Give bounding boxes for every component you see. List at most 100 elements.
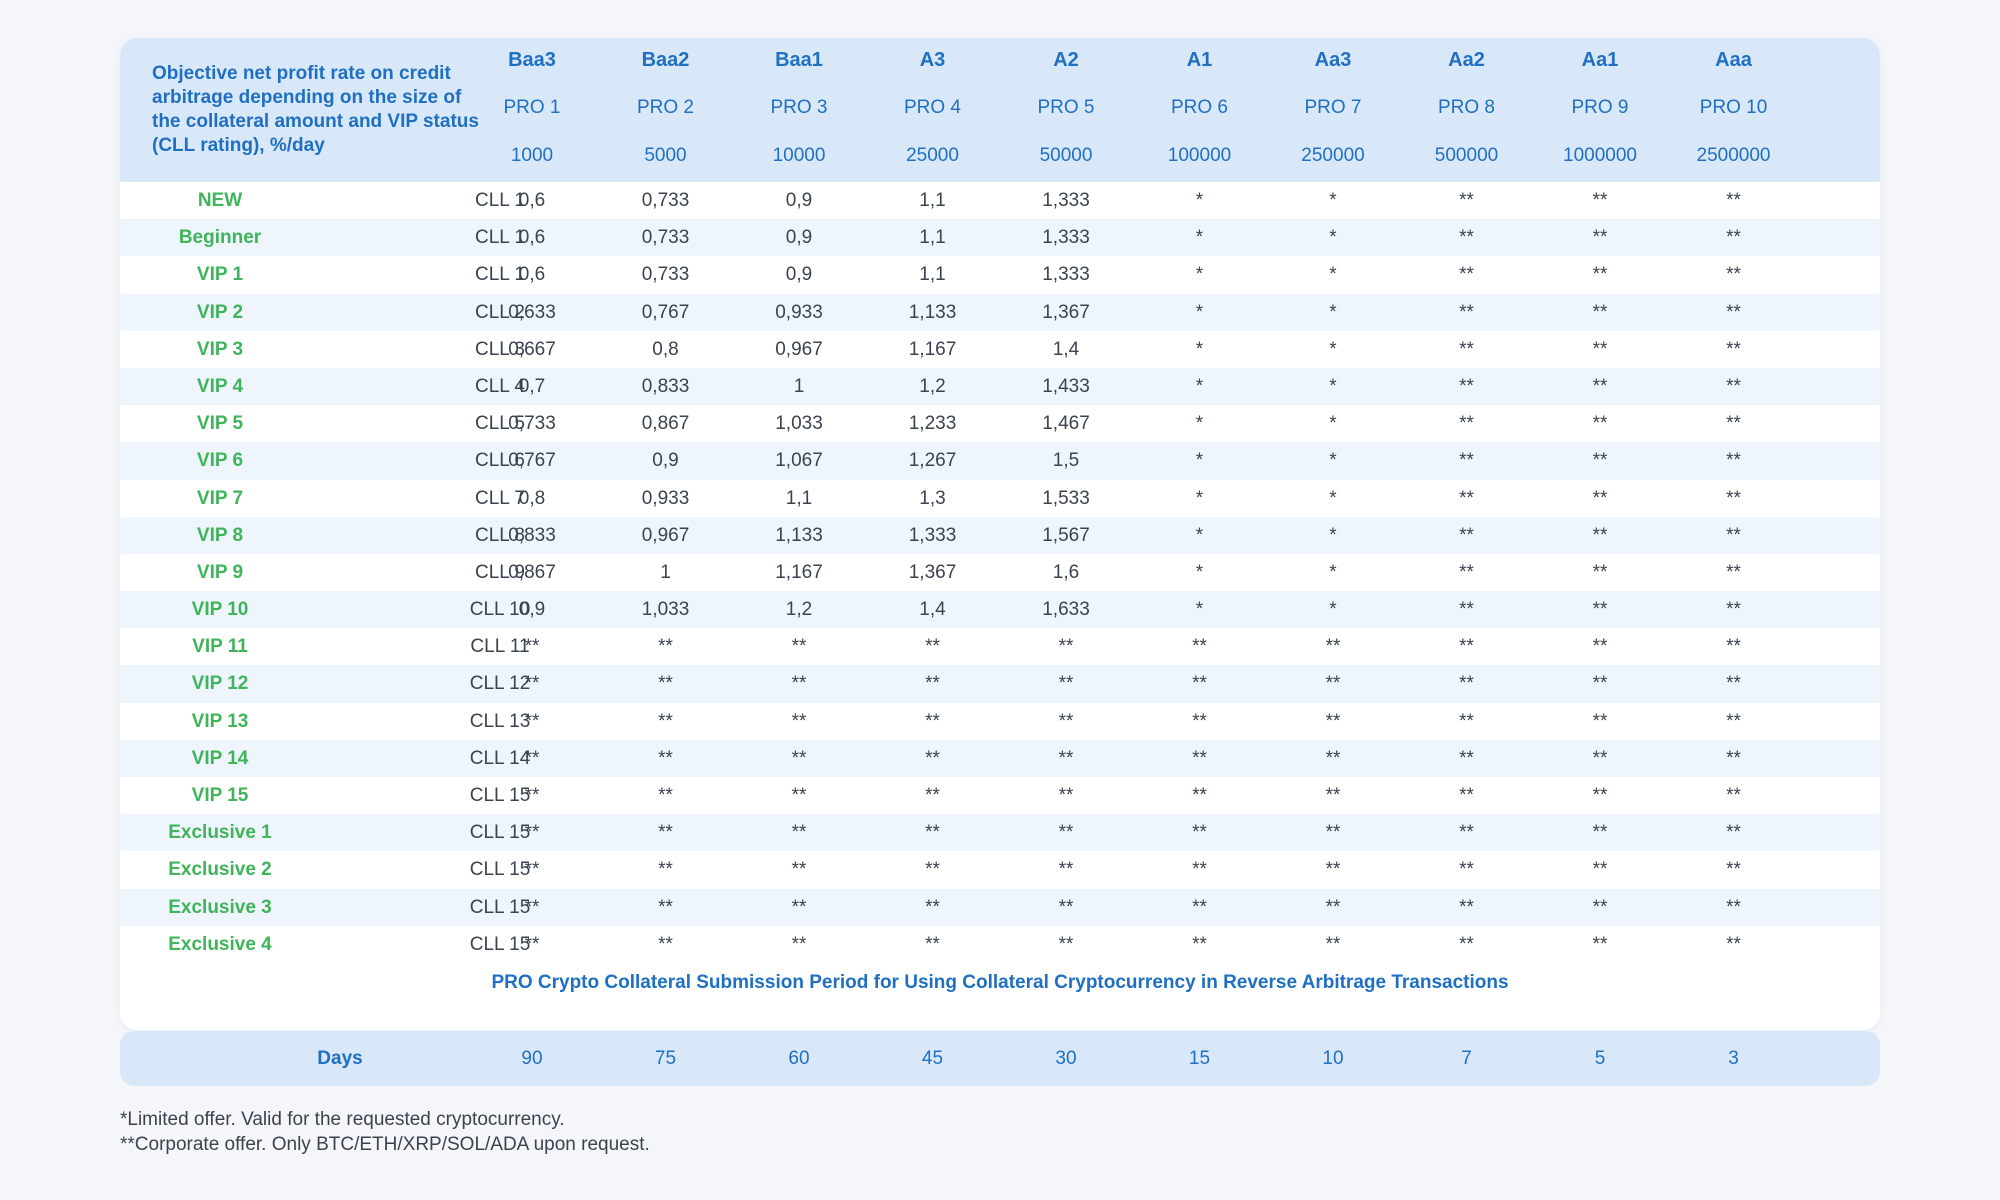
rate-cell: 1,3 <box>919 487 946 509</box>
days-value: 30 <box>1055 1048 1077 1069</box>
header-column: A2 PRO 5 50000 <box>998 38 1134 182</box>
rate-cell: 1 <box>660 561 671 583</box>
header-column: Aa1 PRO 9 1000000 <box>1532 38 1668 182</box>
vip-status: VIP 14 <box>191 747 249 769</box>
pro-level-label: PRO 9 <box>1571 97 1629 118</box>
cll-rating: CLL 9 <box>475 561 525 583</box>
pro-level-label: PRO 7 <box>1304 97 1362 118</box>
rate-cell: * <box>1329 301 1337 323</box>
rate-cell: ** <box>1459 561 1474 583</box>
pro-level-label: PRO 1 <box>503 97 561 118</box>
header-column: A3 PRO 4 25000 <box>865 38 1001 182</box>
rate-cell: ** <box>1592 190 1608 211</box>
rate-cell: ** <box>1459 375 1474 397</box>
rate-cell: * <box>1329 413 1337 435</box>
collateral-amount-label: 250000 <box>1301 145 1365 166</box>
vip-status: Beginner <box>178 227 262 249</box>
collateral-amount-label: 100000 <box>1167 145 1232 166</box>
rate-cell: 0,867 <box>641 413 690 435</box>
rate-cell: 0,967 <box>641 524 690 546</box>
rate-cell: 1,267 <box>908 450 957 472</box>
vip-status: VIP 13 <box>191 710 249 732</box>
rate-cell: 1,133 <box>775 524 823 546</box>
cll-rating: CLL 12 <box>469 673 531 695</box>
rate-cell: 0,8 <box>518 487 546 509</box>
rate-cell: 0,733 <box>641 190 690 211</box>
rate-cell: 0,733 <box>641 264 690 286</box>
rate-cell: 1 <box>793 375 805 397</box>
rate-cell: 1,4 <box>1052 338 1080 360</box>
rate-cell: ** <box>1058 710 1074 732</box>
rate-cell: ** <box>791 859 807 881</box>
rate-cell: ** <box>1459 450 1474 472</box>
vip-status: Exclusive 1 <box>168 822 272 844</box>
days-value: 60 <box>788 1048 810 1069</box>
rate-cell: 1,333 <box>908 524 957 546</box>
rate-cell: ** <box>1192 859 1207 881</box>
rate-cell: ** <box>1459 487 1474 509</box>
rate-cell: ** <box>1726 673 1741 695</box>
rating-label: Baa2 <box>641 49 690 71</box>
rate-cell: * <box>1195 338 1204 360</box>
rate-cell: * <box>1195 450 1204 472</box>
rate-cell: ** <box>1192 636 1207 658</box>
rate-cell: 1,367 <box>908 561 957 583</box>
table-row: Exclusive 4 CLL 15 ** ** ** ** ** ** ** ** ** ** <box>120 926 1880 963</box>
rate-cell: ** <box>1459 896 1474 918</box>
rate-cell: ** <box>1459 338 1474 360</box>
rate-cell: 1,333 <box>1042 264 1090 286</box>
rate-cell: * <box>1329 338 1337 360</box>
rate-cell: * <box>1195 264 1204 286</box>
vip-status: NEW <box>197 190 243 211</box>
pro-level-label: PRO 10 <box>1699 97 1768 118</box>
rate-cell: ** <box>524 710 540 732</box>
rate-cell: ** <box>1058 636 1074 658</box>
rate-cell: 1,633 <box>1042 599 1090 621</box>
rate-cell: ** <box>1726 599 1741 621</box>
rating-label: A3 <box>919 49 946 71</box>
rate-cell: ** <box>1726 413 1741 435</box>
rate-cell: 0,7 <box>518 375 546 397</box>
rate-cell: ** <box>791 710 807 732</box>
rate-cell: ** <box>925 710 940 732</box>
rate-cell: * <box>1329 487 1337 509</box>
rate-cell: 1,1 <box>919 264 946 286</box>
rate-cell: 1,333 <box>1042 190 1090 211</box>
rate-cell: ** <box>1459 190 1474 211</box>
rate-cell: ** <box>1592 338 1608 360</box>
rate-cell: ** <box>925 636 940 658</box>
collateral-amount-label: 2500000 <box>1696 145 1771 166</box>
header-column: Baa1 PRO 3 10000 <box>731 38 867 182</box>
rate-cell: ** <box>925 822 940 844</box>
rate-cell: 0,933 <box>641 487 690 509</box>
table-row: VIP 8 CLL 8 0,833 0,967 1,133 1,333 1,567 * * ** *… <box>120 516 1880 554</box>
rate-cell: 0,667 <box>508 338 556 360</box>
rate-cell: * <box>1195 599 1204 621</box>
rate-cell: 0,633 <box>508 301 556 323</box>
cll-rating: CLL 6 <box>475 450 525 472</box>
table-row: VIP 5 CLL 5 0,733 0,867 1,033 1,233 1,467 * * ** *… <box>120 405 1880 442</box>
rate-cell: ** <box>658 896 673 918</box>
table-row: VIP 4 CLL 4 0,7 0,833 1 1,2 1,433 * * ** ** ** <box>120 367 1880 406</box>
rate-cell: ** <box>1726 933 1741 955</box>
rate-cell: ** <box>1592 524 1608 546</box>
table-row: VIP 2 CLL 2 0,633 0,767 0,933 1,133 1,367 * * ** *… <box>120 293 1880 331</box>
rate-cell: 1,1 <box>919 190 946 211</box>
rate-cell: 0,9 <box>785 227 813 249</box>
rate-cell: ** <box>658 636 673 658</box>
rate-cell: ** <box>1592 636 1608 658</box>
rate-cell: ** <box>1726 450 1741 472</box>
rate-cell: 0,767 <box>641 301 690 323</box>
rate-cell: ** <box>1325 785 1341 806</box>
rate-cell: ** <box>1592 301 1608 323</box>
rate-cell: ** <box>1325 673 1341 695</box>
rate-cell: ** <box>925 933 940 955</box>
rate-cell: ** <box>1592 561 1608 583</box>
vip-status: Exclusive 2 <box>168 859 272 881</box>
rate-cell: ** <box>925 673 940 695</box>
rate-cell: ** <box>1459 227 1474 249</box>
rate-cell: ** <box>1459 859 1474 881</box>
vip-status: VIP 1 <box>196 264 244 286</box>
rate-cell: ** <box>925 896 940 918</box>
rate-cell: 0,867 <box>508 561 556 583</box>
